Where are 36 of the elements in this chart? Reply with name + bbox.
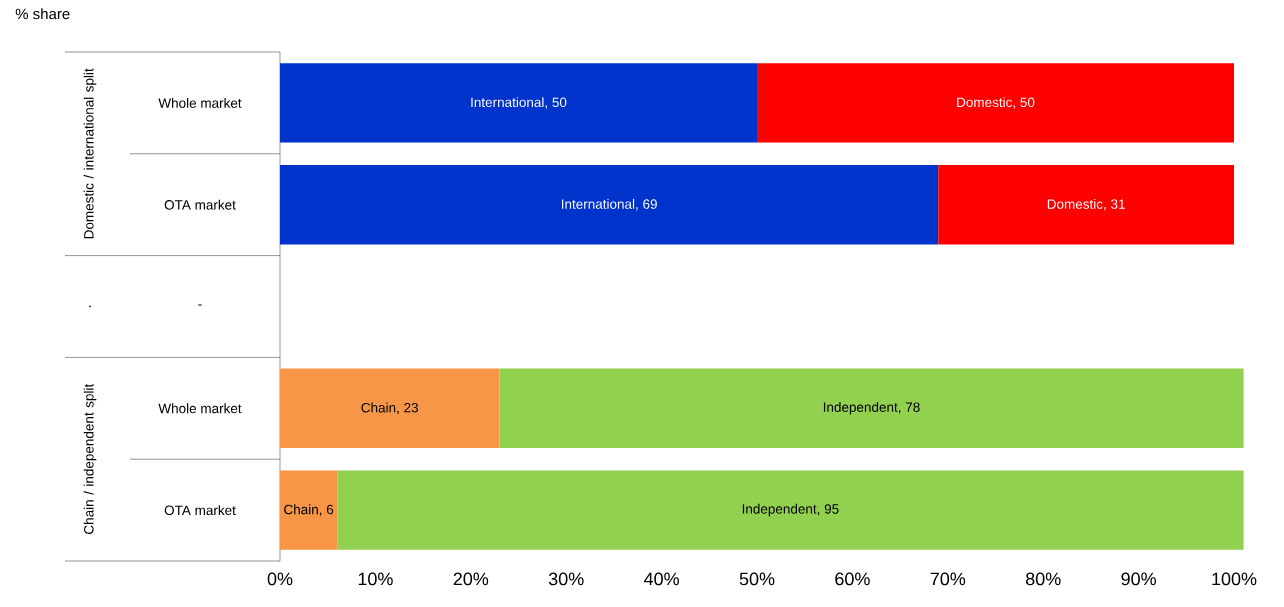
y-tick-label: Whole market — [158, 97, 242, 108]
data-label: Independent, 78 — [823, 402, 920, 415]
data-label: International, 69 — [561, 198, 657, 211]
x-tick-label: 90% — [1121, 572, 1156, 586]
x-tick-label: 10% — [358, 572, 393, 586]
text: % share — [15, 8, 70, 20]
data-label: Domestic, 31 — [1047, 198, 1125, 211]
y-tick-label: OTA market — [164, 199, 236, 210]
y-tick-label: Whole market — [158, 403, 242, 414]
x-tick-label: 70% — [930, 572, 966, 586]
bar — [757, 63, 1235, 143]
data-label: Independent, 95 — [742, 503, 839, 517]
bar — [280, 63, 758, 143]
x-tick-label: 80% — [1025, 572, 1061, 586]
data-label: International, 50 — [471, 97, 567, 109]
bar — [280, 165, 939, 245]
text: Chain / independent split — [83, 383, 97, 534]
bar — [337, 470, 1244, 550]
x-tick-label: 30% — [548, 572, 584, 586]
x-tick-label: 0% — [267, 572, 293, 586]
x-tick-label: 20% — [453, 572, 489, 586]
y-tick-label: OTA market — [164, 505, 236, 516]
x-tick-label: 50% — [739, 572, 775, 586]
x-tick-label: 40% — [644, 572, 679, 586]
data-label: Chain, 23 — [361, 402, 418, 415]
bar — [938, 165, 1235, 245]
x-tick-label: 60% — [835, 572, 870, 586]
text: Domestic / international split — [83, 68, 97, 239]
bar — [280, 470, 338, 550]
x-tick-label: 100% — [1212, 572, 1257, 586]
bar — [280, 368, 500, 449]
data-label: Chain, 6 — [284, 504, 334, 516]
bar — [499, 368, 1244, 449]
data-label: Domestic, 50 — [957, 97, 1035, 109]
text: . — [89, 305, 91, 308]
y-tick-label: - — [198, 304, 202, 306]
